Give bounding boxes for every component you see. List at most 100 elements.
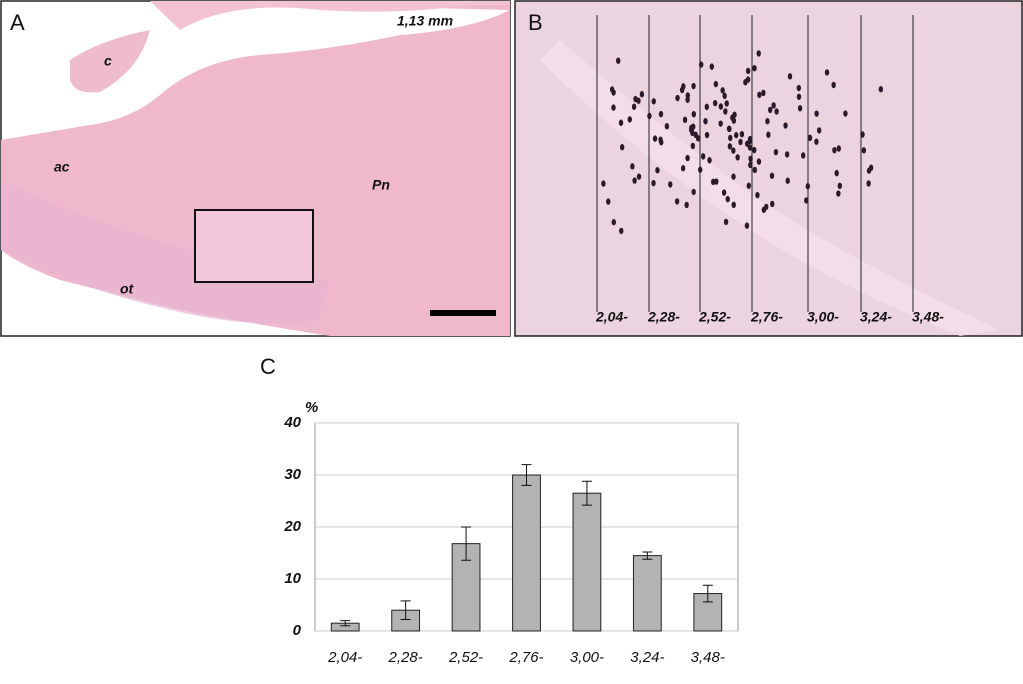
- cell: [680, 165, 686, 172]
- cell: [771, 102, 776, 109]
- cell: [800, 152, 806, 159]
- cell: [658, 136, 663, 143]
- cell: [726, 125, 732, 132]
- y-tick-label: 0: [293, 622, 302, 639]
- cell: [723, 218, 729, 226]
- cell: [785, 177, 790, 184]
- error-bar: [400, 600, 411, 621]
- cell: [700, 153, 706, 160]
- cell: [679, 86, 685, 94]
- cell: [616, 57, 621, 64]
- cell: [787, 73, 793, 80]
- x-tick-label: 2,28-: [388, 649, 423, 666]
- scale-bar: [430, 310, 496, 316]
- x-tick-label: 3,24-: [630, 649, 664, 666]
- cell: [632, 177, 637, 184]
- bar: [572, 492, 602, 632]
- error-bar: [521, 464, 532, 486]
- cell: [631, 103, 637, 110]
- cell: [674, 198, 680, 205]
- error-bar: [702, 584, 713, 603]
- cell: [831, 81, 836, 89]
- cell: [761, 89, 766, 97]
- cell: [734, 131, 739, 139]
- cell: [664, 123, 670, 130]
- cell: [836, 190, 841, 197]
- cell: [651, 179, 656, 187]
- tissue: [70, 30, 150, 93]
- cell: [756, 158, 762, 165]
- x-tick-label: 2,76-: [508, 649, 543, 666]
- cell: [739, 130, 745, 138]
- cell: [691, 188, 696, 196]
- y-tick-label: 10: [284, 570, 301, 587]
- cell: [658, 110, 664, 118]
- cell: [843, 110, 848, 117]
- cell: [860, 131, 865, 138]
- cell: [773, 148, 779, 156]
- y-tick-label: 20: [283, 518, 301, 535]
- cell: [695, 135, 701, 142]
- panel-label: A: [10, 10, 25, 35]
- cell: [774, 108, 779, 115]
- cell: [704, 103, 710, 111]
- cell: [796, 93, 802, 100]
- cell: [731, 173, 736, 180]
- cell: [675, 94, 680, 102]
- cell: [735, 154, 740, 161]
- cell: [627, 116, 632, 123]
- cell: [752, 146, 757, 154]
- cell: [757, 91, 762, 99]
- cell: [722, 92, 727, 100]
- cell: [744, 222, 750, 229]
- region-label: Pn: [372, 177, 390, 193]
- tissue: [150, 1, 510, 30]
- cell: [805, 183, 811, 190]
- cell: [752, 64, 757, 72]
- cell: [738, 138, 743, 146]
- cell: [655, 167, 660, 174]
- error-bar: [340, 620, 351, 627]
- cell: [834, 169, 839, 177]
- cell: [606, 198, 611, 205]
- cell: [756, 50, 761, 57]
- cell: [752, 166, 758, 174]
- cell: [748, 161, 753, 169]
- bin-label: 3,48-: [912, 309, 944, 325]
- cell: [784, 151, 790, 158]
- cell: [647, 112, 652, 120]
- scale-label: 1,13 mm: [397, 13, 453, 29]
- x-tick-label: 2,04-: [327, 649, 362, 666]
- region-label: ot: [120, 281, 135, 297]
- cell: [698, 166, 703, 173]
- cell: [636, 97, 641, 104]
- cell: [746, 182, 752, 189]
- x-tick-label: 2,52-: [448, 649, 483, 666]
- bar: [632, 555, 662, 632]
- cell: [690, 142, 696, 150]
- cell: [816, 127, 822, 134]
- cell: [769, 172, 775, 179]
- cell: [747, 144, 753, 151]
- region-label: c: [104, 53, 112, 69]
- cell: [731, 117, 737, 124]
- cell: [698, 61, 704, 68]
- cell: [755, 191, 760, 199]
- cell: [668, 181, 673, 188]
- y-axis-label: %: [305, 399, 318, 416]
- region-label: ac: [54, 159, 70, 175]
- y-tick-label: 40: [283, 414, 301, 431]
- cell: [619, 227, 624, 235]
- cell: [651, 98, 656, 105]
- tissue: [540, 40, 1000, 336]
- bar: [512, 474, 541, 632]
- cell: [770, 200, 775, 208]
- cell: [866, 180, 871, 187]
- bin-label: 2,28-: [647, 309, 680, 325]
- cell: [684, 201, 689, 209]
- error-bar: [461, 526, 472, 561]
- cell: [837, 182, 842, 190]
- cell: [748, 155, 753, 162]
- cell: [630, 163, 635, 170]
